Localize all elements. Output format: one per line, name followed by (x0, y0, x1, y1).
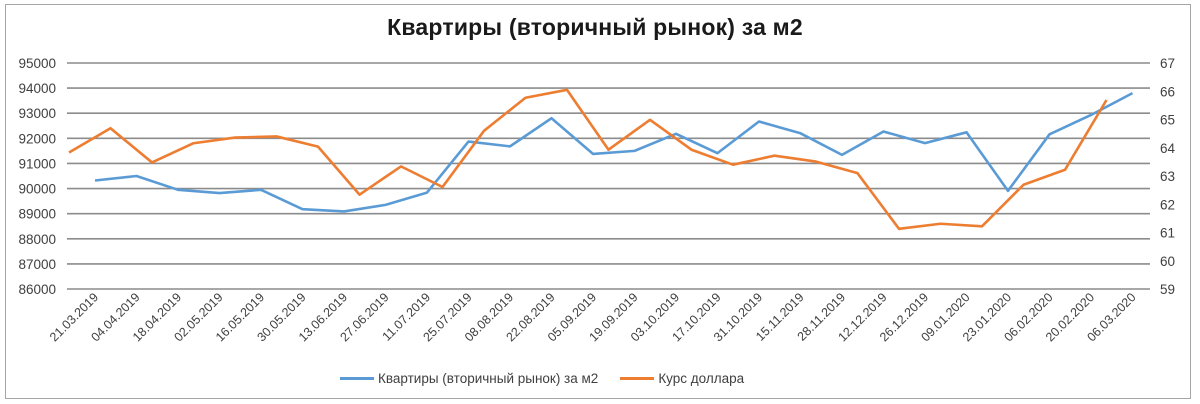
x-axis: 21.03.201904.04.201918.04.201902.05.2019… (47, 290, 1139, 344)
series-lines (68, 88, 1134, 231)
left-y-tick: 95000 (18, 56, 56, 71)
left-y-tick: 88000 (18, 232, 56, 247)
legend-label: Квартиры (вторичный рынок) за м2 (378, 371, 599, 386)
right-y-tick: 60 (1160, 254, 1175, 269)
left-y-tick: 89000 (18, 207, 56, 222)
right-y-axis: 67 66 65 64 63 62 61 60 59 (1160, 56, 1176, 297)
chart-title: Квартиры (вторичный рынок) за м2 (387, 14, 803, 40)
left-y-tick: 92000 (18, 131, 56, 146)
right-y-tick: 59 (1160, 282, 1175, 297)
right-y-tick: 61 (1160, 226, 1175, 241)
right-y-tick: 64 (1160, 141, 1176, 156)
left-y-tick: 90000 (18, 182, 56, 197)
legend-item-usd-rate: Курс доллара (620, 371, 744, 386)
right-y-tick: 63 (1160, 169, 1175, 184)
right-y-tick: 62 (1160, 197, 1175, 212)
legend-item-apartments: Квартиры (вторичный рынок) за м2 (340, 371, 598, 386)
right-y-tick: 65 (1160, 113, 1175, 128)
left-y-tick: 86000 (18, 282, 56, 297)
left-y-tick: 87000 (18, 257, 56, 272)
left-y-tick: 94000 (18, 81, 56, 96)
chart-frame (5, 4, 1191, 399)
legend-swatch-blue (340, 377, 374, 380)
right-y-tick: 66 (1160, 84, 1175, 99)
legend-label: Курс доллара (658, 371, 745, 386)
left-y-axis: 95000 94000 93000 92000 91000 90000 89000 88000… (18, 56, 56, 297)
series-line-apartments (94, 91, 1134, 213)
right-y-tick: 67 (1160, 56, 1175, 71)
left-y-tick: 93000 (18, 106, 56, 121)
left-y-tick: 91000 (18, 156, 56, 171)
legend-swatch-orange (620, 377, 655, 380)
series-line-usd-rate (68, 88, 1108, 231)
legend: Квартиры (вторичный рынок) за м2 Курс до… (340, 371, 744, 386)
gridlines (67, 62, 1150, 290)
